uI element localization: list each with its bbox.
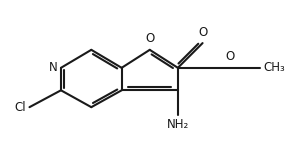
Text: O: O: [198, 26, 207, 39]
Text: Cl: Cl: [14, 101, 26, 114]
Text: NH₂: NH₂: [167, 118, 189, 131]
Text: O: O: [145, 32, 154, 45]
Text: CH₃: CH₃: [263, 61, 285, 74]
Text: O: O: [225, 50, 234, 63]
Text: N: N: [49, 61, 58, 74]
